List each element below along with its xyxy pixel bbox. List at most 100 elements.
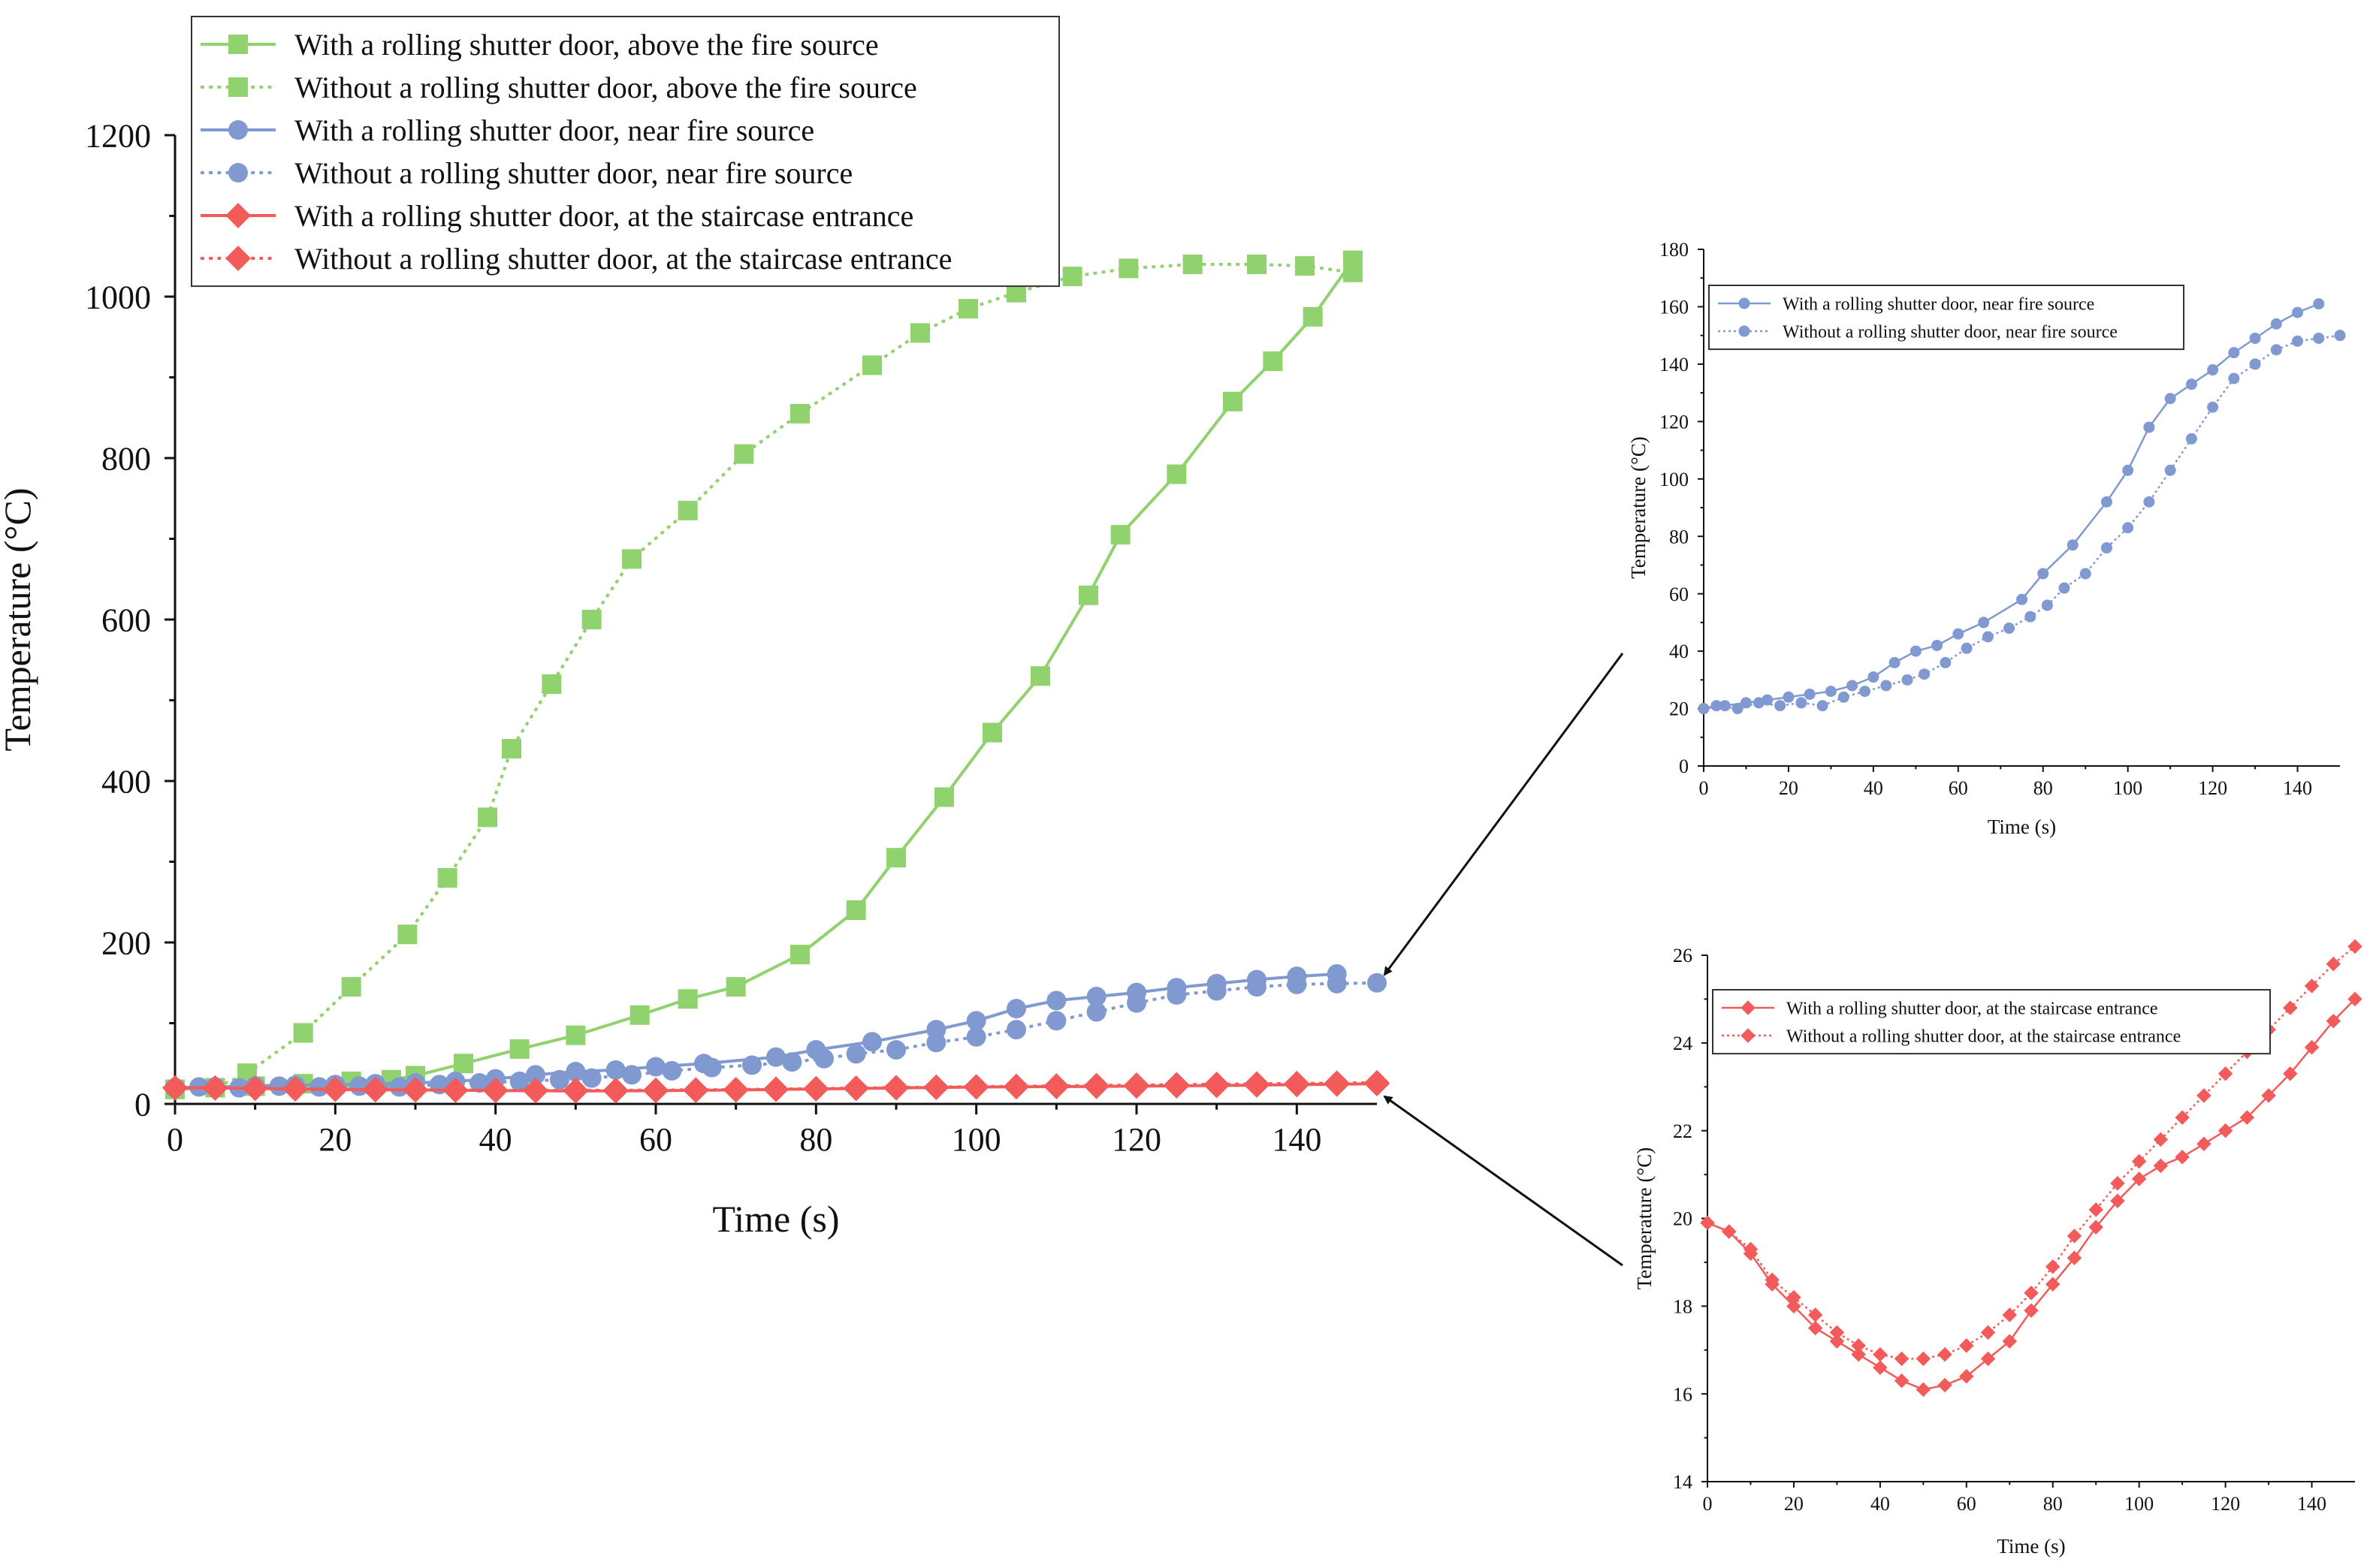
- data-point: [162, 1075, 188, 1101]
- y-tick-label: 600: [101, 602, 151, 638]
- data-point: [1859, 686, 1871, 698]
- data-point: [2249, 332, 2261, 344]
- data-point: [1043, 1073, 1070, 1099]
- data-point: [1894, 1351, 1910, 1367]
- data-point: [2003, 623, 2015, 635]
- data-point: [2122, 464, 2134, 476]
- data-point: [403, 1077, 428, 1103]
- data-point: [2207, 401, 2219, 413]
- data-point: [1786, 1289, 1801, 1305]
- data-point: [550, 1069, 569, 1090]
- x-tick-label: 40: [1864, 777, 1883, 799]
- series-without-a-rolling-shutter-door-near-fire-source: [1698, 330, 2346, 715]
- legend-marker: [228, 77, 248, 98]
- data-point: [2292, 306, 2304, 318]
- data-point: [1980, 1325, 1996, 1340]
- data-point: [1119, 258, 1139, 279]
- data-point: [846, 1044, 866, 1064]
- x-axis-label: Time (s): [1988, 816, 2056, 838]
- data-point: [1731, 703, 1744, 715]
- data-point: [1829, 1325, 1845, 1340]
- data-point: [883, 1075, 909, 1101]
- data-point: [502, 739, 521, 758]
- legend-box: [1712, 989, 2271, 1055]
- series-without-a-rolling-shutter-door-at-the-staircase-entrance: [1700, 939, 2362, 1367]
- y-tick-label: 60: [1669, 583, 1689, 605]
- data-point: [1127, 993, 1146, 1013]
- data-point: [1743, 1241, 1759, 1257]
- inset-chart-near-fire-source: 0 20 40 60 80 100 120 140 0 20 40 60 80 100 120 140 160 1…: [1627, 239, 2346, 838]
- data-point: [2024, 1286, 2039, 1301]
- y-tick-label: 18: [1673, 1295, 1692, 1317]
- data-point: [2002, 1334, 2018, 1349]
- x-tick-label: 80: [799, 1121, 832, 1158]
- y-tick-label: 20: [1669, 698, 1689, 720]
- series-line: [1707, 998, 2356, 1391]
- data-point: [2088, 1202, 2103, 1217]
- data-point: [790, 945, 810, 965]
- data-point: [1206, 981, 1227, 1001]
- x-tick-label: 80: [2043, 1493, 2063, 1515]
- x-tick-label: 0: [167, 1121, 183, 1158]
- data-point: [1916, 1351, 1931, 1367]
- y-axis-label: Temperature (°C): [1633, 1147, 1656, 1290]
- data-point: [2185, 433, 2197, 445]
- series-with-a-rolling-shutter-door-above-the-fire-source: [165, 250, 1363, 1099]
- data-point: [2207, 364, 2219, 376]
- data-point: [1295, 256, 1315, 276]
- data-point: [1753, 697, 1765, 709]
- data-point: [622, 549, 642, 569]
- data-point: [1247, 255, 1267, 274]
- pointer-arrow-near-fire-source: [1383, 653, 1624, 976]
- data-point: [269, 1076, 289, 1096]
- data-point: [1284, 1070, 1310, 1096]
- data-point: [2326, 956, 2341, 972]
- data-point: [2079, 568, 2091, 580]
- data-point: [341, 977, 361, 997]
- legend-box: [1708, 285, 2184, 351]
- data-point: [1961, 642, 1973, 654]
- data-point: [293, 1023, 313, 1043]
- data-point: [1807, 1320, 1823, 1336]
- data-point: [2045, 1277, 2061, 1292]
- data-point: [2304, 978, 2320, 994]
- data-point: [643, 1077, 669, 1103]
- data-point: [723, 1076, 749, 1102]
- data-point: [2175, 1149, 2190, 1165]
- legend-marker: [228, 120, 248, 140]
- data-point: [1940, 656, 1952, 668]
- data-point: [934, 787, 954, 807]
- data-point: [2239, 1110, 2255, 1125]
- data-point: [1364, 1069, 1390, 1096]
- data-point: [2100, 542, 2112, 554]
- data-point: [959, 299, 978, 319]
- data-point: [790, 403, 810, 424]
- data-point: [2041, 599, 2053, 611]
- data-point: [322, 1076, 349, 1102]
- data-point: [282, 1076, 308, 1102]
- y-tick-label: 100: [1659, 469, 1689, 490]
- data-point: [1086, 987, 1106, 1007]
- data-point: [1873, 1346, 1888, 1362]
- x-tick-label: 120: [1112, 1121, 1161, 1158]
- data-point: [2067, 539, 2079, 551]
- data-point: [1765, 1272, 1780, 1288]
- data-point: [678, 500, 698, 520]
- x-tick-label: 120: [2198, 777, 2227, 799]
- data-point: [1719, 700, 1731, 712]
- data-point: [2143, 496, 2155, 508]
- legend-label: With a rolling shutter door, above the f…: [294, 28, 879, 62]
- data-point: [662, 1060, 682, 1081]
- data-point: [482, 1077, 509, 1103]
- x-tick-label: 20: [1779, 777, 1798, 799]
- data-point: [1774, 700, 1786, 712]
- data-point: [702, 1057, 722, 1078]
- y-axis-label: Temperature (°C): [0, 487, 38, 751]
- data-point: [1324, 1070, 1350, 1096]
- data-point: [1287, 974, 1307, 994]
- series-line: [174, 259, 1354, 1091]
- data-point: [2283, 1000, 2298, 1015]
- data-point: [683, 1077, 709, 1103]
- data-point: [1783, 691, 1795, 703]
- legend-marker: [1738, 297, 1750, 309]
